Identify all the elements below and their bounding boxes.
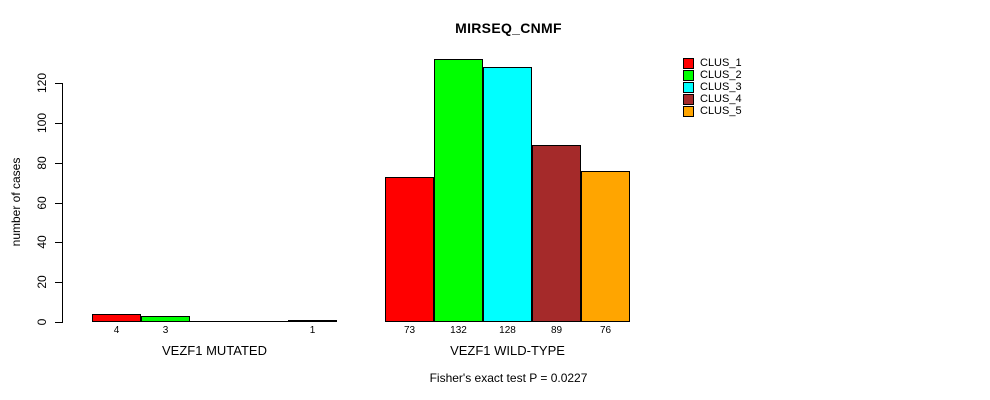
bar-CLUS_4-wildtype (532, 145, 581, 322)
legend-item-CLUS_1: CLUS_1 (683, 58, 742, 69)
legend-label-CLUS_4: CLUS_4 (700, 93, 742, 105)
bar-value-label-CLUS_5-mutated: 1 (309, 325, 316, 336)
legend-item-CLUS_4: CLUS_4 (683, 94, 742, 105)
bar-value-label-CLUS_5-wildtype: 76 (599, 325, 612, 336)
bar-value-label-CLUS_2-mutated: 3 (162, 325, 169, 336)
y-tick-label-100: 100 (35, 112, 49, 134)
legend-label-CLUS_1: CLUS_1 (700, 57, 742, 69)
y-tick-100 (55, 123, 62, 124)
y-tick-label-20: 20 (35, 275, 49, 289)
y-axis-label: number of cases (9, 157, 23, 247)
group-label-wildtype: VEZF1 WILD-TYPE (450, 343, 565, 358)
y-tick-80 (55, 163, 62, 164)
fisher-test-caption: Fisher's exact test P = 0.0227 (429, 371, 588, 385)
bar-CLUS_4-mutated (239, 321, 288, 322)
bar-CLUS_1-mutated (92, 314, 141, 322)
legend: CLUS_1 CLUS_2 CLUS_3 CLUS_4 CLUS_5 (683, 58, 742, 118)
legend-swatch-CLUS_2 (683, 70, 694, 81)
y-axis-line (62, 83, 63, 323)
bar-value-label-CLUS_1-mutated: 4 (113, 325, 120, 336)
y-tick-120 (55, 83, 62, 84)
y-tick-label-120: 120 (35, 72, 49, 94)
legend-swatch-CLUS_3 (683, 82, 694, 93)
y-tick-label-80: 80 (35, 156, 49, 170)
bar-value-label-CLUS_3-wildtype: 128 (499, 325, 516, 336)
bar-CLUS_2-mutated (141, 316, 190, 322)
chart-title: MIRSEQ_CNMF (455, 20, 562, 36)
legend-item-CLUS_2: CLUS_2 (683, 70, 742, 81)
y-tick-label-0: 0 (35, 318, 49, 326)
bar-CLUS_3-mutated (190, 321, 239, 322)
y-tick-0 (55, 322, 62, 323)
legend-label-CLUS_3: CLUS_3 (700, 81, 742, 93)
group-label-mutated: VEZF1 MUTATED (162, 343, 267, 358)
y-tick-label-40: 40 (35, 235, 49, 249)
legend-label-CLUS_2: CLUS_2 (700, 69, 742, 81)
bar-value-label-CLUS_1-wildtype: 73 (403, 325, 416, 336)
bar-CLUS_1-wildtype (385, 177, 434, 322)
y-tick-60 (55, 203, 62, 204)
legend-item-CLUS_5: CLUS_5 (683, 106, 742, 117)
bar-value-label-CLUS_4-wildtype: 89 (550, 325, 563, 336)
bar-value-label-CLUS_2-wildtype: 132 (450, 325, 467, 336)
legend-item-CLUS_3: CLUS_3 (683, 82, 742, 93)
bar-CLUS_5-mutated (288, 320, 337, 322)
legend-swatch-CLUS_4 (683, 94, 694, 105)
y-tick-40 (55, 242, 62, 243)
y-tick-label-60: 60 (35, 196, 49, 210)
bar-CLUS_5-wildtype (581, 171, 630, 322)
legend-label-CLUS_5: CLUS_5 (700, 105, 742, 117)
bar-CLUS_3-wildtype (483, 67, 532, 322)
bar-CLUS_2-wildtype (434, 59, 483, 322)
legend-swatch-CLUS_1 (683, 58, 694, 69)
y-tick-20 (55, 282, 62, 283)
legend-swatch-CLUS_5 (683, 106, 694, 117)
